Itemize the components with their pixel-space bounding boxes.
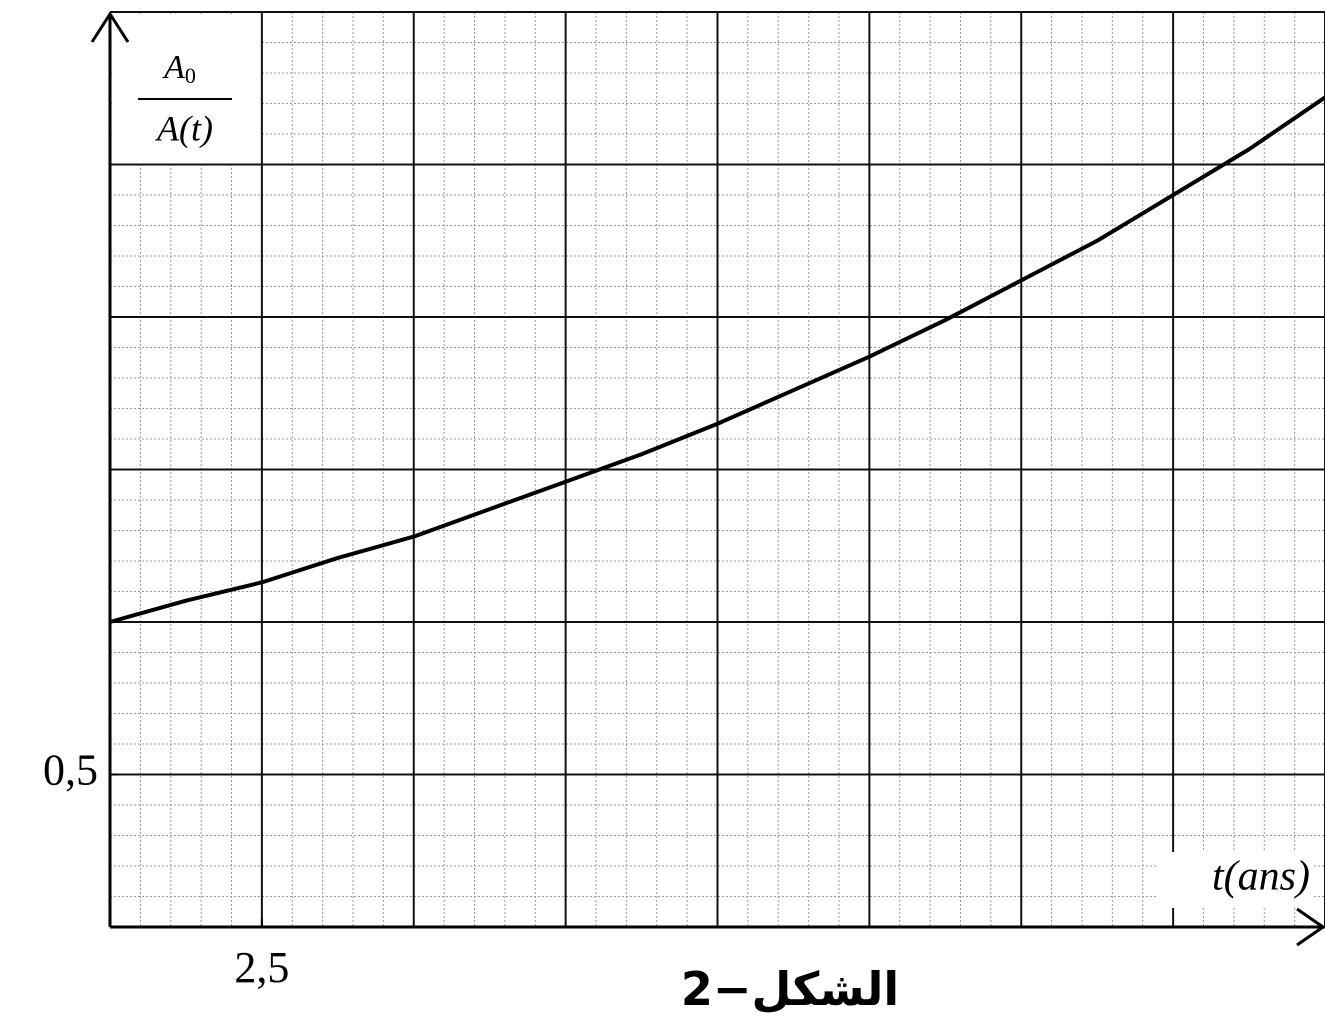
x-tick-label: 2,5 bbox=[234, 943, 289, 992]
data-line bbox=[109, 95, 1325, 624]
figure-caption: الشكل−2 bbox=[680, 962, 900, 1016]
y-label-sub: 0 bbox=[185, 63, 196, 88]
y-axis-arrow bbox=[90, 11, 130, 43]
y-label-box bbox=[112, 14, 260, 164]
y-label-a: A bbox=[162, 49, 185, 86]
y-label-numerator: A0 bbox=[162, 49, 196, 88]
x-label: t(ans) bbox=[1212, 854, 1310, 900]
y-label-denominator: A(t) bbox=[155, 108, 213, 148]
x-label-box bbox=[1158, 852, 1314, 908]
x-axis-arrow bbox=[1296, 907, 1325, 947]
y-tick-label: 0,5 bbox=[43, 746, 98, 795]
